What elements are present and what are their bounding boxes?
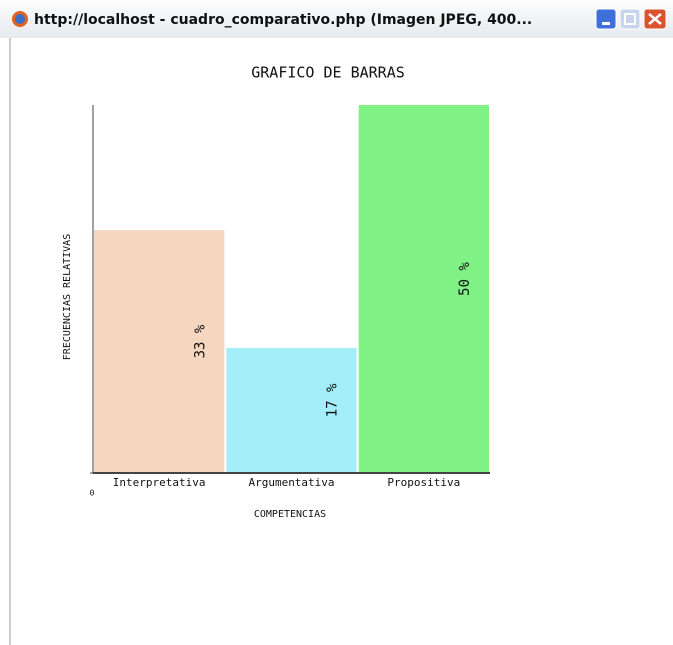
minimize-glyph <box>602 22 610 25</box>
x-tick-label: Interpretativa <box>113 476 206 489</box>
x-axis-label: COMPETENCIAS <box>254 509 326 520</box>
maximize-button[interactable] <box>619 8 641 30</box>
chart: GRAFICO DE BARRAS FRECUENCIAS RELATIVAS … <box>62 64 490 520</box>
close-glyph <box>648 13 662 25</box>
value-label: 50 % <box>457 262 473 296</box>
x-tick-label: Argumentativa <box>248 476 334 489</box>
maximize-glyph <box>624 13 636 25</box>
y-axis-label: FRECUENCIAS RELATIVAS <box>62 234 73 360</box>
y-tick-label: 0 <box>90 489 95 498</box>
title-bar <box>0 0 673 38</box>
bar <box>94 230 225 473</box>
window-title: http://localhost - cuadro_comparativo.ph… <box>34 12 532 28</box>
x-tick-label: Propositiva <box>387 476 460 489</box>
bar <box>358 105 489 473</box>
bar <box>226 347 357 473</box>
browser-icon-inner <box>15 14 25 24</box>
value-label: 17 % <box>325 383 341 417</box>
value-label: 33 % <box>192 324 208 358</box>
minimize-button[interactable] <box>595 8 617 30</box>
chart-title: GRAFICO DE BARRAS <box>251 64 405 82</box>
